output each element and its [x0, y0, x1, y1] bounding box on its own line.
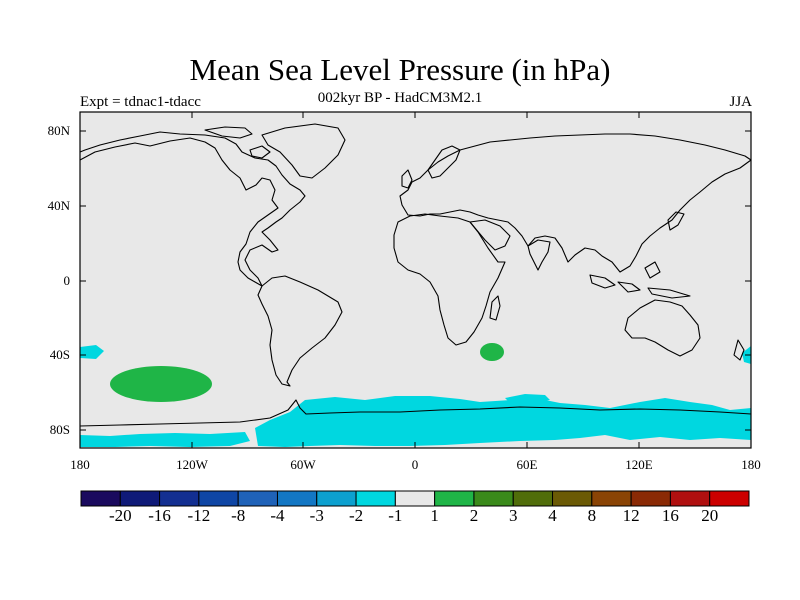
coast-south-america — [257, 275, 343, 387]
colorbar-swatch — [355, 490, 396, 507]
colorbar-label: -20 — [108, 506, 132, 525]
colorbar-swatch — [80, 490, 121, 507]
lon-label-180w: 180 — [70, 457, 90, 472]
colorbar-swatch — [237, 490, 278, 507]
coast-new-zealand — [733, 339, 745, 361]
colorbar-swatch — [394, 490, 436, 507]
colorbar-swatch — [591, 490, 632, 507]
map-subtitle: 002kyr BP - HadCM3M2.1 — [317, 90, 483, 106]
lon-label-60w: 60W — [290, 457, 316, 472]
colorbar-swatch — [198, 490, 239, 507]
coast-scandinavia — [427, 145, 461, 179]
anomaly-shading — [80, 343, 751, 447]
colorbar-label: 8 — [587, 506, 597, 525]
coast-australia — [624, 299, 701, 357]
lon-label-120e: 120E — [625, 457, 653, 472]
colorbar-swatch — [276, 490, 318, 507]
map-panel — [79, 111, 752, 449]
colorbar-label: -2 — [348, 506, 364, 525]
experiment-label: Expt = tdnac1-tdacc — [80, 94, 201, 110]
colorbar-swatch — [669, 490, 711, 507]
lat-label-40n: 40N — [47, 198, 70, 213]
colorbar-label: 1 — [430, 506, 439, 525]
colorbar-swatch — [316, 490, 357, 507]
coast-greenland — [261, 123, 346, 179]
colorbar-swatch — [552, 490, 593, 507]
colorbar-label: 12 — [622, 506, 640, 525]
colorbar-label: 3 — [508, 506, 518, 525]
coast-africa — [393, 213, 506, 346]
colorbar-label: -1 — [388, 506, 403, 525]
coast-antarctica — [79, 399, 752, 427]
season-label: JJA — [729, 94, 752, 110]
colorbar-label: 2 — [469, 506, 479, 525]
colorbar — [80, 490, 750, 507]
coast-japan — [667, 211, 685, 231]
anomaly-patch-antarctic-west — [80, 432, 250, 447]
coast-eurasia — [399, 133, 752, 273]
colorbar-label: -3 — [309, 506, 324, 525]
map-title: Mean Sea Level Pressure (in hPa) — [189, 52, 611, 87]
colorbar-label: 20 — [701, 506, 719, 525]
colorbar-swatch — [512, 490, 554, 507]
colorbar-swatch — [473, 490, 514, 507]
axis-ticks — [80, 112, 751, 448]
coast-india — [527, 239, 551, 271]
colorbar-label: -8 — [231, 506, 246, 525]
lat-label-40s: 40S — [49, 347, 70, 362]
coast-british-isles — [401, 169, 413, 189]
coast-madagascar — [489, 295, 501, 321]
lat-label-80n: 80N — [47, 123, 70, 138]
coast-arctic-islands — [204, 126, 271, 159]
lon-label-60e: 60E — [516, 457, 538, 472]
lat-label-equator: 0 — [63, 273, 71, 288]
lon-label-0: 0 — [411, 457, 419, 472]
coast-indonesia — [589, 261, 691, 299]
coastlines — [79, 123, 752, 427]
colorbar-label: -4 — [270, 506, 285, 525]
coast-arabia — [469, 219, 511, 251]
colorbar-swatch — [159, 490, 200, 507]
colorbar-label: 16 — [661, 506, 679, 525]
lon-label-120w: 120W — [176, 457, 208, 472]
anomaly-patch-south-pacific — [110, 366, 212, 402]
anomaly-patch-southwest-indian — [480, 343, 504, 361]
colorbar-label: 4 — [548, 506, 557, 525]
anomaly-patch-antarctic — [255, 396, 751, 447]
colorbar-swatch — [119, 490, 161, 507]
colorbar-label: -16 — [148, 506, 171, 525]
anomaly-patch-indian-southern — [505, 394, 550, 403]
colorbar-label: -12 — [187, 506, 211, 525]
coast-north-america — [79, 131, 306, 287]
colorbar-swatch — [630, 490, 671, 507]
lon-label-180e: 180 — [741, 457, 761, 472]
colorbar-swatch — [709, 490, 750, 507]
colorbar-swatch — [434, 490, 475, 507]
lat-label-80s: 80S — [49, 422, 70, 437]
